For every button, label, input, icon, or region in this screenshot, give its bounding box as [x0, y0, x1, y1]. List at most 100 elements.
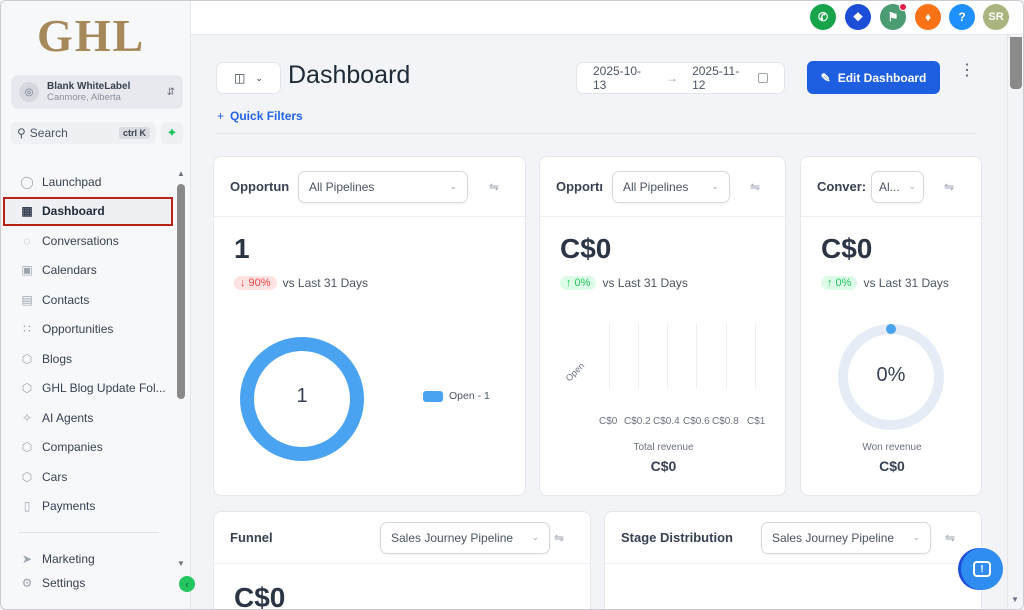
pipeline-select[interactable]: All Pipelines ⌄ [612, 170, 730, 203]
sidebar-scrollbar[interactable]: ▲ ▼ [176, 169, 186, 569]
pipeline-select-value: Sales Journey Pipeline [772, 530, 895, 545]
notifications-button[interactable]: ♦ [915, 4, 941, 30]
sidebar-item-ai-agents[interactable]: ✧ AI Agents [9, 403, 171, 433]
avatar[interactable]: SR [983, 4, 1009, 30]
scroll-down-icon[interactable]: ▼ [177, 559, 185, 568]
location-icon: ◎ [19, 82, 39, 102]
account-switcher[interactable]: ◎ Blank WhiteLabel Canmore, Alberta ⇵ [11, 75, 183, 109]
filter-settings-icon[interactable]: ⇋ [750, 179, 761, 194]
card-title: Conver: [817, 179, 865, 194]
edit-dashboard-label: Edit Dashboard [837, 70, 927, 85]
arrow-right-icon: → [666, 71, 679, 85]
chevron-updown-icon: ⇵ [166, 86, 175, 98]
date-range-picker[interactable]: 2025-10-13 → 2025-11-12 [576, 62, 785, 94]
sidebar-item-label: Settings [42, 576, 86, 590]
sidebar-item-label: Contacts [42, 292, 90, 307]
logo: GHL [37, 10, 146, 61]
sidebar-item-blogs[interactable]: ⬡ Blogs [9, 344, 171, 374]
sidebar-item-label: Companies [42, 440, 103, 455]
card-title: Stage Distribution [621, 530, 733, 545]
search-placeholder: Search [29, 126, 68, 140]
sidebar-item-label: Blogs [42, 351, 73, 366]
conversion-gauge-chart [838, 324, 944, 430]
sidebar-item-opportunities[interactable]: ∷ Opportunities [9, 315, 171, 345]
chevron-down-icon: ⌄ [255, 72, 263, 83]
sparkle-icon: ✧ [21, 410, 33, 425]
x-tick: C$0.4 [653, 416, 680, 427]
metric-value: C$0 [560, 233, 612, 264]
gridline [609, 323, 610, 389]
sidebar-item-launchpad[interactable]: ◯ Launchpad [9, 167, 171, 197]
sidebar-item-calendars[interactable]: ▣ Calendars [9, 256, 171, 286]
feedback-icon: ! [973, 561, 991, 577]
feedback-button[interactable]: ! [961, 548, 1003, 590]
quick-action-button[interactable]: ✦ [161, 122, 183, 144]
collapse-sidebar-button[interactable]: ‹ [179, 576, 195, 592]
pipeline-select[interactable]: Al... ⌄ [871, 170, 924, 203]
metric-value: C$0 [234, 582, 286, 610]
date-start[interactable]: 2025-10-13 [593, 64, 642, 92]
card-title: Opportı [556, 179, 603, 194]
trend-compare-label: vs Last 31 Days [282, 276, 368, 290]
pipeline-select-value: All Pipelines [309, 179, 375, 194]
filter-settings-icon[interactable]: ⇋ [945, 530, 956, 545]
filter-settings-icon[interactable]: ⇋ [554, 530, 565, 545]
chat-icon: ◌ [23, 233, 31, 248]
search-input[interactable]: ⚲ Search ctrl K [11, 122, 156, 144]
sidebar-item-conversations[interactable]: ◌ Conversations [9, 226, 171, 256]
opportunities-icon: ∷ [23, 322, 31, 337]
legend-swatch [423, 390, 443, 402]
sidebar-item-settings[interactable]: ⚙ Settings [9, 571, 171, 595]
pipeline-select-value: Al... [879, 179, 900, 194]
topbar: ✆ ❖ ⚑ ♦ ? SR [191, 1, 1023, 35]
sidebar-item-contacts[interactable]: ▤ Contacts [9, 285, 171, 315]
contacts-icon: ▤ [21, 292, 33, 307]
trend-compare-label: vs Last 31 Days [602, 276, 688, 290]
filter-settings-icon[interactable]: ⇋ [489, 179, 500, 194]
scrollbar-thumb[interactable] [1010, 37, 1022, 89]
gridline [638, 323, 639, 389]
sidebar-item-companies[interactable]: ⬡ Companies [9, 433, 171, 463]
pipeline-select-value: All Pipelines [623, 179, 689, 194]
gridline [696, 323, 697, 389]
phone-button[interactable]: ✆ [810, 4, 836, 30]
date-end[interactable]: 2025-11-12 [692, 64, 740, 92]
quick-filters-button[interactable]: + Quick Filters [217, 109, 303, 123]
opportunities-count-card: Opportun All Pipelines ⌄ ⇋ 1 ↓ 90% vs La… [213, 156, 526, 496]
sidebar-item-label: AI Agents [42, 410, 94, 425]
sidebar-item-ghl-blog-update[interactable]: ⬡ GHL Blog Update Fol... [9, 374, 171, 404]
x-tick: C$0 [599, 416, 618, 427]
sidebar-item-label: Conversations [42, 233, 119, 248]
metric-value: C$0 [821, 233, 873, 264]
help-button[interactable]: ? [949, 4, 975, 30]
page-title: Dashboard [288, 61, 411, 89]
sidebar-item-cars[interactable]: ⬡ Cars [9, 462, 171, 492]
account-name: Blank WhiteLabel [47, 81, 131, 92]
cube-icon: ⬡ [21, 440, 33, 455]
more-options-icon[interactable]: ⋮ [959, 62, 975, 79]
layout-switcher-button[interactable]: ◫ ⌄ [216, 62, 281, 94]
card-title: Funnel [230, 530, 273, 545]
ticket-button[interactable]: ❖ [845, 4, 871, 30]
scroll-down-icon[interactable]: ▼ [1011, 595, 1019, 604]
calendar-icon: ▣ [21, 263, 33, 278]
sidebar-item-payments[interactable]: ▯ Payments [9, 492, 171, 522]
header-divider [216, 133, 978, 134]
filter-settings-icon[interactable]: ⇋ [944, 179, 955, 194]
pipeline-select[interactable]: Sales Journey Pipeline ⌄ [761, 521, 931, 554]
sidebar-item-dashboard[interactable]: ▦ Dashboard [3, 196, 173, 226]
pipeline-select[interactable]: Sales Journey Pipeline ⌄ [380, 521, 550, 554]
sparkle-icon: ✦ [166, 125, 178, 140]
sidebar-bottom-nav: ➤ Marketing ⚙ Settings [9, 547, 171, 595]
scrollbar-thumb[interactable] [177, 184, 185, 399]
pencil-icon: ✎ [820, 70, 831, 85]
announcements-button[interactable]: ⚑ [880, 3, 907, 30]
pipeline-select[interactable]: All Pipelines ⌄ [298, 170, 468, 203]
scroll-up-icon[interactable]: ▲ [177, 169, 185, 178]
x-tick: C$0.8 [712, 416, 739, 427]
sidebar-item-label: Payments [42, 499, 96, 514]
edit-dashboard-button[interactable]: ✎ Edit Dashboard [807, 61, 940, 94]
trend-badge-up: ↑ 0% [560, 276, 597, 290]
main-scrollbar[interactable]: ▼ [1007, 35, 1023, 609]
sidebar-item-marketing[interactable]: ➤ Marketing [9, 547, 171, 571]
